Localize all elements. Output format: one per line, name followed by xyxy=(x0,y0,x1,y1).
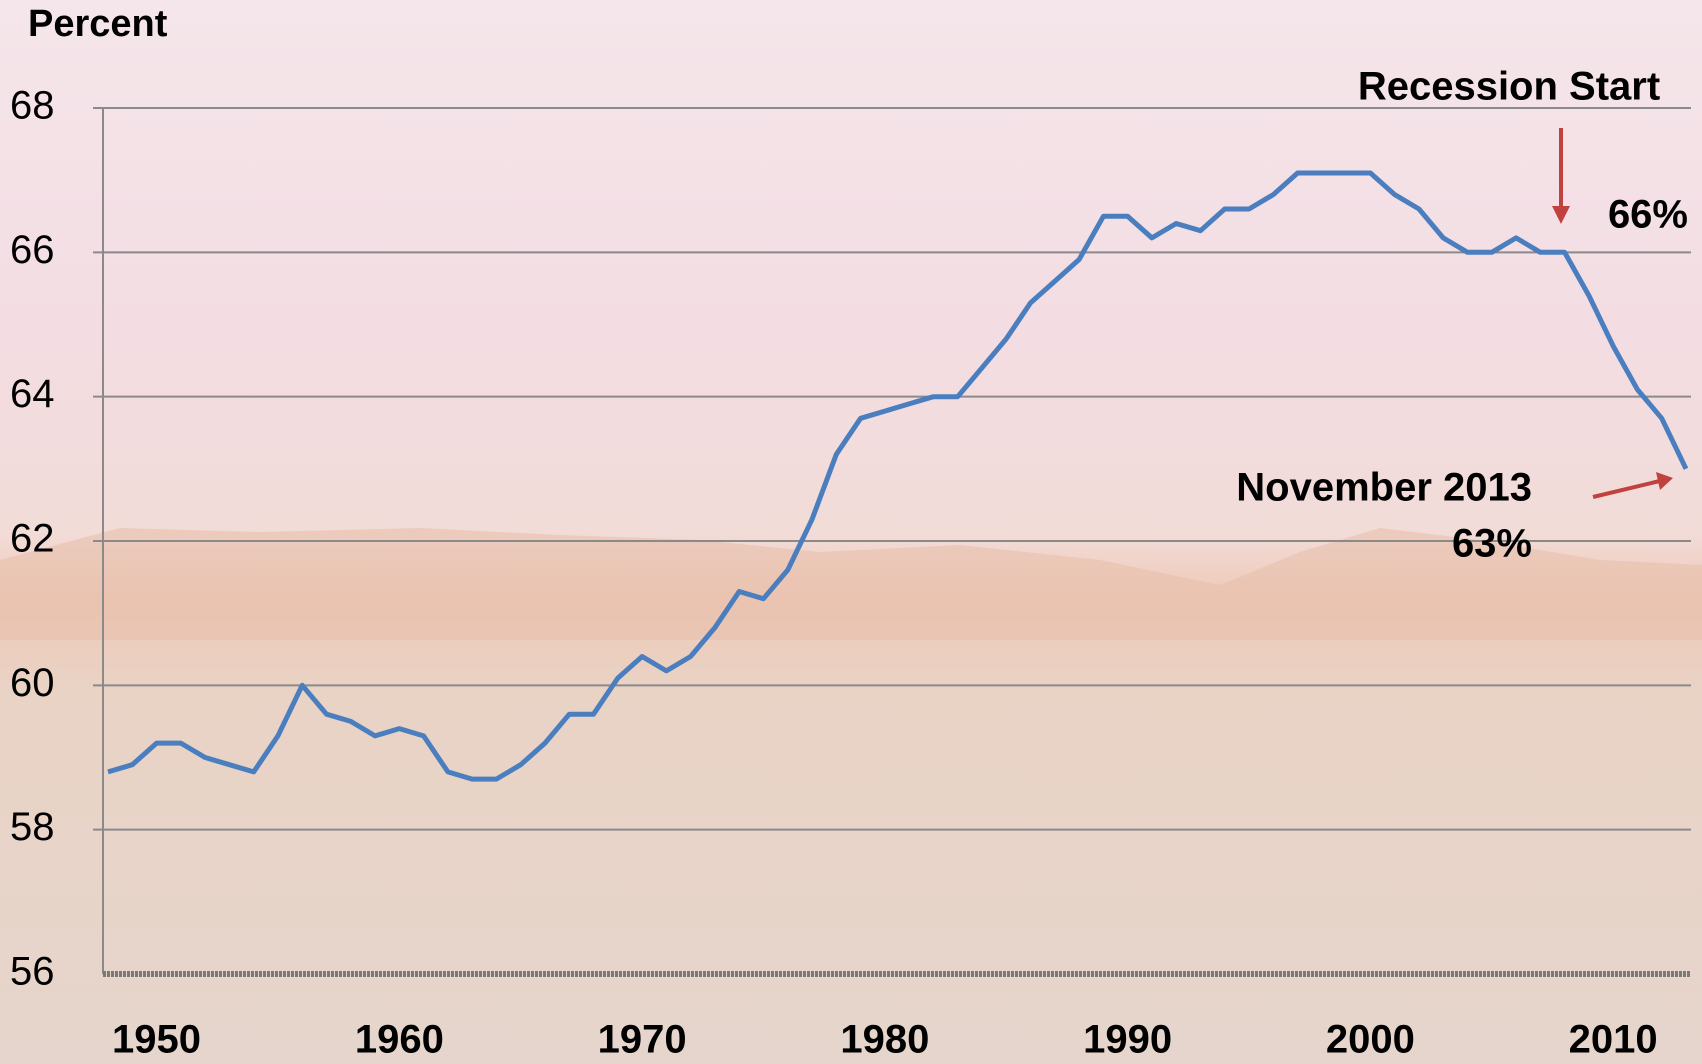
annotation: November 2013 xyxy=(1236,466,1532,510)
y-tick-label: 68 xyxy=(10,84,55,128)
annotation: Recession Start xyxy=(1358,65,1660,109)
y-tick-label: 60 xyxy=(10,661,55,705)
y-tick-label: 58 xyxy=(10,805,55,849)
mountains xyxy=(0,528,1702,640)
x-tick-label: 1970 xyxy=(598,1018,687,1062)
annotation: 66% xyxy=(1608,193,1688,237)
y-tick-label: 66 xyxy=(10,228,55,272)
x-tick-label: 2000 xyxy=(1326,1018,1415,1062)
x-tick-label: 1990 xyxy=(1083,1018,1172,1062)
y-tick-label: 64 xyxy=(10,372,55,416)
y-tick-label: 62 xyxy=(10,517,55,561)
x-tick-label: 2010 xyxy=(1569,1018,1658,1062)
annotation: 63% xyxy=(1452,522,1532,566)
y-axis-label: Percent xyxy=(28,3,168,45)
arrow-head xyxy=(1552,206,1570,224)
x-tick-label: 1980 xyxy=(840,1018,929,1062)
arrow xyxy=(1592,478,1665,499)
x-tick-label: 1950 xyxy=(112,1018,201,1062)
x-tick-label: 1960 xyxy=(355,1018,444,1062)
y-tick-label: 56 xyxy=(10,950,55,994)
data-line xyxy=(107,170,1689,782)
arrow-head xyxy=(1656,472,1673,490)
